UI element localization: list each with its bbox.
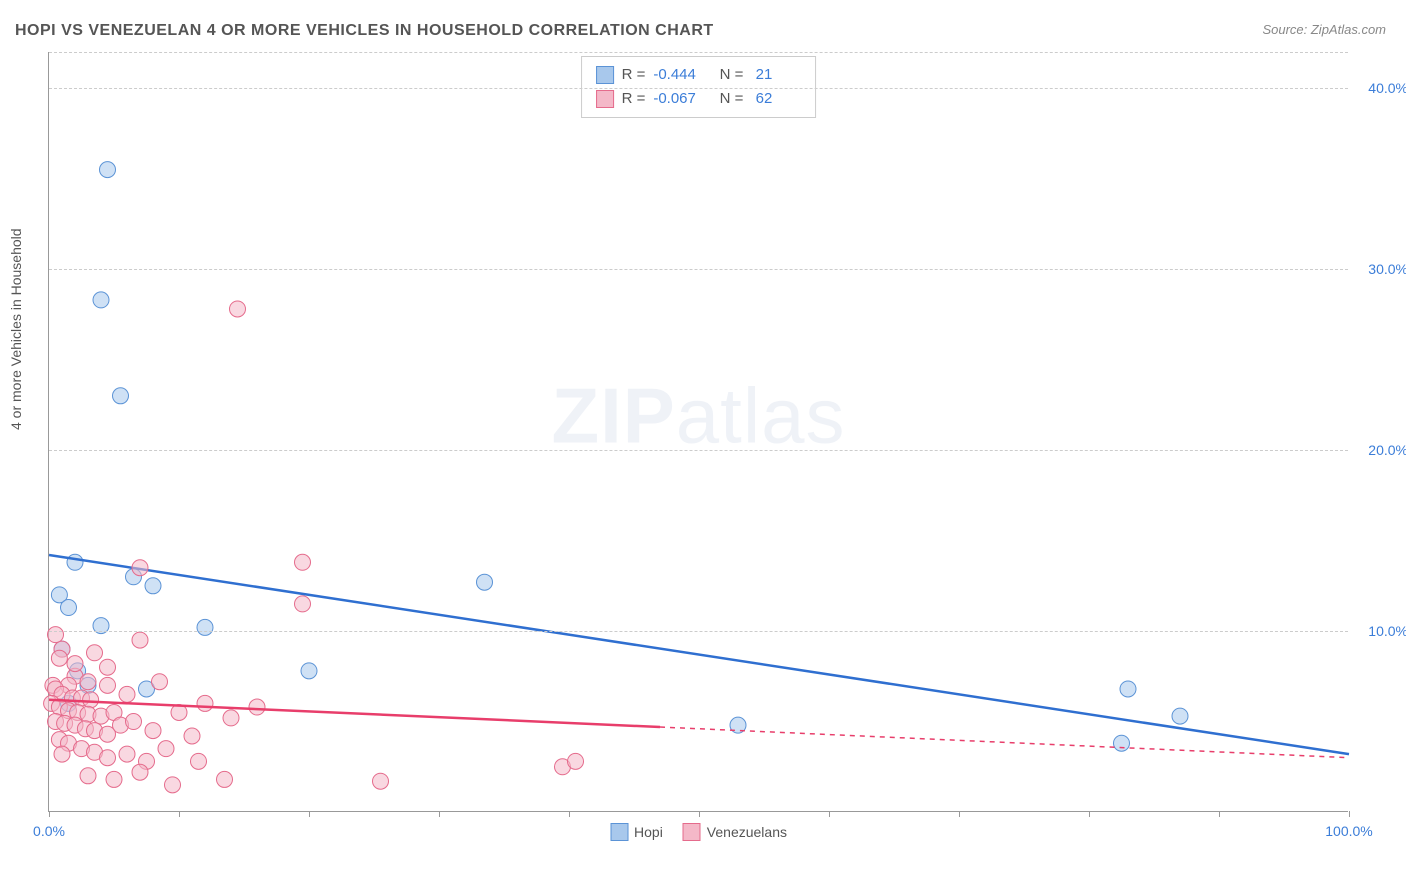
source-label: Source: ZipAtlas.com: [1262, 22, 1386, 37]
stat-r-label: R =: [622, 63, 646, 87]
scatter-point: [217, 771, 233, 787]
legend-stats-row: R = -0.444 N = 21: [596, 63, 802, 87]
stat-n-label: N =: [711, 87, 743, 111]
x-tick: [179, 811, 180, 817]
scatter-point: [100, 659, 116, 675]
scatter-point: [67, 554, 83, 570]
gridline: [49, 52, 1348, 53]
x-tick-label: 0.0%: [33, 823, 65, 839]
legend-stats-box: R = -0.444 N = 21 R = -0.067 N = 62: [581, 56, 817, 118]
scatter-point: [67, 656, 83, 672]
scatter-point: [80, 674, 96, 690]
plot-area: ZIPatlas R =-0.444 N = 21R =-0.067 N = 6…: [48, 52, 1348, 812]
regression-line-dashed: [660, 727, 1349, 758]
scatter-point: [230, 301, 246, 317]
scatter-point: [100, 750, 116, 766]
legend-label: Venezuelans: [707, 824, 787, 840]
scatter-point: [568, 753, 584, 769]
legend-stats-row: R = -0.067 N = 62: [596, 87, 802, 111]
scatter-point: [48, 627, 64, 643]
scatter-point: [1172, 708, 1188, 724]
scatter-point: [113, 388, 129, 404]
chart-container: HOPI VS VENEZUELAN 4 OR MORE VEHICLES IN…: [0, 0, 1406, 892]
scatter-point: [197, 695, 213, 711]
scatter-point: [54, 746, 70, 762]
stat-r-value: -0.067: [653, 87, 703, 111]
gridline: [49, 269, 1348, 270]
y-tick-label: 10.0%: [1353, 623, 1406, 639]
scatter-point: [93, 292, 109, 308]
scatter-point: [223, 710, 239, 726]
bottom-legend-item: Hopi: [610, 823, 663, 841]
gridline: [49, 631, 1348, 632]
y-tick-label: 20.0%: [1353, 442, 1406, 458]
scatter-point: [100, 162, 116, 178]
gridline: [49, 450, 1348, 451]
scatter-point: [145, 723, 161, 739]
legend-swatch: [683, 823, 701, 841]
x-tick: [439, 811, 440, 817]
scatter-point: [119, 746, 135, 762]
regression-line: [49, 555, 1349, 754]
y-tick-label: 40.0%: [1353, 80, 1406, 96]
scatter-point: [119, 686, 135, 702]
scatter-point: [83, 692, 99, 708]
scatter-point: [126, 714, 142, 730]
y-tick-label: 30.0%: [1353, 261, 1406, 277]
plot-svg: [49, 52, 1348, 811]
bottom-legend: Hopi Venezuelans: [610, 823, 787, 841]
bottom-legend-item: Venezuelans: [683, 823, 787, 841]
chart-title: HOPI VS VENEZUELAN 4 OR MORE VEHICLES IN…: [15, 22, 714, 40]
scatter-point: [87, 645, 103, 661]
legend-swatch: [596, 90, 614, 108]
scatter-point: [158, 741, 174, 757]
stat-n-value: 62: [751, 87, 801, 111]
gridline: [49, 88, 1348, 89]
scatter-point: [197, 619, 213, 635]
scatter-point: [106, 771, 122, 787]
scatter-point: [295, 554, 311, 570]
stat-r-label: R =: [622, 87, 646, 111]
scatter-point: [184, 728, 200, 744]
x-tick: [1089, 811, 1090, 817]
x-tick: [829, 811, 830, 817]
scatter-point: [1114, 735, 1130, 751]
scatter-point: [145, 578, 161, 594]
legend-swatch: [610, 823, 628, 841]
legend-swatch: [596, 66, 614, 84]
scatter-point: [132, 632, 148, 648]
scatter-point: [191, 753, 207, 769]
stat-n-value: 21: [751, 63, 801, 87]
stat-n-label: N =: [711, 63, 743, 87]
scatter-point: [249, 699, 265, 715]
stat-r-value: -0.444: [653, 63, 703, 87]
legend-label: Hopi: [634, 824, 663, 840]
scatter-point: [373, 773, 389, 789]
x-tick: [1349, 811, 1350, 817]
scatter-point: [301, 663, 317, 679]
scatter-point: [80, 768, 96, 784]
scatter-point: [1120, 681, 1136, 697]
scatter-point: [51, 650, 67, 666]
x-tick: [699, 811, 700, 817]
x-tick: [1219, 811, 1220, 817]
scatter-point: [61, 600, 77, 616]
scatter-point: [132, 764, 148, 780]
x-tick: [569, 811, 570, 817]
scatter-point: [165, 777, 181, 793]
scatter-point: [100, 677, 116, 693]
scatter-point: [295, 596, 311, 612]
scatter-point: [132, 560, 148, 576]
y-axis-label: 4 or more Vehicles in Household: [8, 228, 24, 430]
scatter-point: [477, 574, 493, 590]
x-tick: [959, 811, 960, 817]
x-tick: [309, 811, 310, 817]
scatter-point: [152, 674, 168, 690]
x-tick-label: 100.0%: [1325, 823, 1372, 839]
x-tick: [49, 811, 50, 817]
